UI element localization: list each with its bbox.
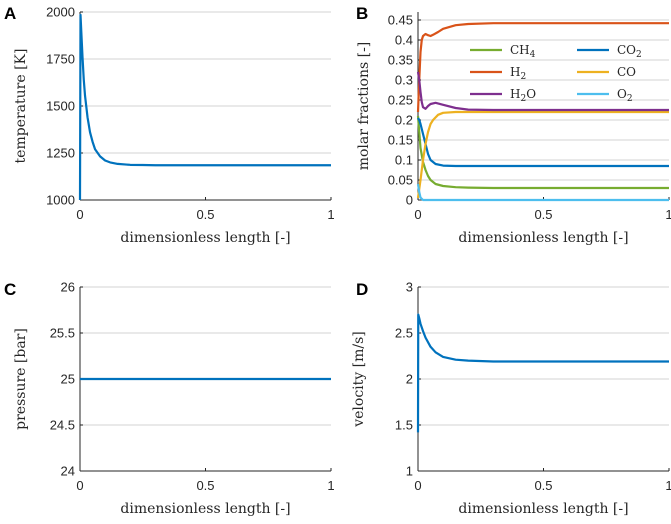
y-tick-label: 0.1 bbox=[395, 153, 413, 168]
y-tick-label: 0 bbox=[406, 193, 413, 208]
legend-label: H2 bbox=[510, 65, 526, 82]
y-tick-label: 0.45 bbox=[388, 13, 413, 28]
y-tick-label: 1500 bbox=[46, 99, 75, 114]
panel-tag: C bbox=[4, 280, 16, 299]
y-tick-label: 3 bbox=[406, 280, 413, 295]
y-tick-label: 0.15 bbox=[388, 133, 413, 148]
panel-b: 0 0.05 0.1 0.15 0.2 0.25 0.3 0.35 0.4 0.45 0 0.5 1 di… bbox=[356, 4, 671, 246]
y-tick-label: 1750 bbox=[46, 52, 75, 67]
x-tick-label: 1 bbox=[665, 478, 671, 493]
y-tick-label: 0.4 bbox=[395, 33, 413, 48]
y-tick-label: 1000 bbox=[46, 193, 75, 208]
y-tick-label: 25 bbox=[61, 372, 75, 387]
panel-tag: D bbox=[356, 280, 368, 299]
panel-d: 1 1.5 2 2.5 3 0 0.5 1 dimensionless length [-] ve… bbox=[351, 280, 671, 518]
y-tick-label: 1.5 bbox=[395, 418, 413, 433]
x-tick-label: 1 bbox=[665, 207, 671, 222]
series-line-h2 bbox=[416, 22, 669, 113]
y-tick-label: 2 bbox=[406, 372, 413, 387]
y-tick-label: 2000 bbox=[46, 5, 75, 20]
y-axis-label: temperature [K] bbox=[13, 49, 29, 164]
legend-label: H2O bbox=[510, 87, 536, 104]
x-tick-label: 0.5 bbox=[196, 207, 214, 222]
y-tick-label: 2.5 bbox=[395, 326, 413, 341]
panel-a: 1000 1250 1500 1750 2000 0 0.5 1 dimensionless l… bbox=[4, 4, 335, 246]
series-line-h2o bbox=[416, 71, 669, 112]
legend: CH4 CO2 H2 CO H2O O2 bbox=[470, 43, 642, 104]
series-line-velocity bbox=[416, 313, 669, 433]
legend-label: CO bbox=[617, 65, 636, 79]
panel-tag: A bbox=[4, 4, 16, 23]
x-tick-label: 1 bbox=[327, 207, 334, 222]
series-line-co2 bbox=[417, 117, 669, 168]
y-tick-label: 0.25 bbox=[388, 93, 413, 108]
legend-label: CH4 bbox=[510, 43, 536, 60]
series-line-ch4 bbox=[416, 115, 669, 190]
y-tick-label: 0.3 bbox=[395, 73, 413, 88]
x-axis-label: dimensionless length [-] bbox=[120, 230, 290, 246]
legend-label: CO2 bbox=[617, 43, 642, 60]
series-line-o2 bbox=[416, 183, 669, 202]
y-tick-label: 24.5 bbox=[50, 418, 75, 433]
x-tick-label: 1 bbox=[327, 478, 334, 493]
y-tick-label: 0.2 bbox=[395, 113, 413, 128]
x-axis-label: dimensionless length [-] bbox=[458, 230, 628, 246]
y-tick-label: 0.05 bbox=[388, 173, 413, 188]
series-line-co bbox=[416, 110, 669, 199]
x-axis-label: dimensionless length [-] bbox=[458, 501, 628, 517]
legend-label: O2 bbox=[617, 87, 633, 104]
x-tick-label: 0 bbox=[76, 478, 83, 493]
series-line-temperature bbox=[78, 13, 331, 201]
x-tick-label: 0.5 bbox=[534, 207, 552, 222]
y-tick-label: 25.5 bbox=[50, 326, 75, 341]
x-tick-label: 0 bbox=[76, 207, 83, 222]
y-axis-label: molar fractions [-] bbox=[356, 42, 372, 171]
x-tick-label: 0 bbox=[414, 478, 421, 493]
y-tick-label: 1250 bbox=[46, 146, 75, 161]
x-tick-label: 0.5 bbox=[534, 478, 552, 493]
panel-c: 24 24.5 25 25.5 26 0 0.5 1 dimensionless length … bbox=[4, 280, 335, 518]
y-tick-label: 26 bbox=[61, 280, 75, 295]
y-axis-label: pressure [bar] bbox=[13, 328, 29, 430]
y-tick-label: 24 bbox=[61, 464, 75, 479]
x-tick-label: 0.5 bbox=[196, 478, 214, 493]
x-tick-label: 0 bbox=[414, 207, 421, 222]
y-axis-label: velocity [m/s] bbox=[351, 331, 367, 428]
panel-tag: B bbox=[356, 4, 368, 23]
y-tick-label: 1 bbox=[406, 464, 413, 479]
y-tick-label: 0.35 bbox=[388, 53, 413, 68]
x-axis-label: dimensionless length [-] bbox=[120, 501, 290, 517]
